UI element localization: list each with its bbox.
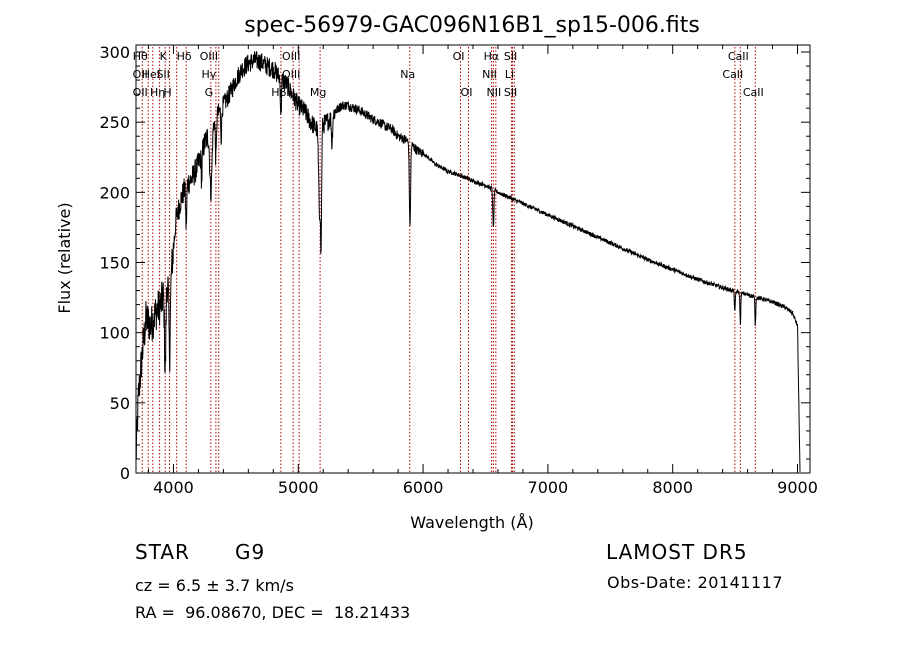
x-tick-label: 8000 [652,478,693,497]
line-marker-label: Na [400,68,415,81]
redshift-velocity: cz = 6.5 ± 3.7 km/s [135,576,294,595]
y-tick-label: 250 [99,113,130,132]
line-marker-label: OIII [200,50,218,63]
line-marker-label: NII [482,68,497,81]
x-tick-label: 4000 [153,478,194,497]
line-marker-label: Hη [150,86,165,99]
line-marker-label: G [205,86,214,99]
y-tick-label: 300 [99,43,130,62]
y-tick-label: 50 [110,394,130,413]
line-marker-label: CaII [722,68,743,81]
line-marker-label: Hδ [177,50,192,63]
x-tick-label: 6000 [403,478,444,497]
spectrum-line [135,51,801,472]
line-marker-label: K [160,50,168,63]
survey-name: LAMOST DR5 [606,540,748,564]
x-tick-label: 5000 [278,478,319,497]
line-marker-label: OIII [282,50,300,63]
y-tick-label: 100 [99,324,130,343]
line-marker-label: OII [133,86,148,99]
line-marker-label: HeI [142,68,160,81]
observation-date: Obs-Date: 20141117 [607,573,784,592]
emission-line-markers [141,47,756,473]
x-tick-label: 7000 [528,478,569,497]
x-tick-label: 9000 [777,478,818,497]
line-marker-label: Mg [310,86,326,99]
line-marker-label: SII [504,86,517,99]
y-axis-label: Flux (relative) [55,202,74,313]
line-marker-label: Li [505,68,514,81]
y-tick-label: 150 [99,254,130,273]
line-marker-label: Hγ [201,68,216,81]
chart-title: spec-56979-GAC096N16B1_sp15-006.fits [244,13,700,38]
plot-frame [135,44,811,474]
line-marker-label: H [163,86,171,99]
object-class: STAR [135,540,190,564]
line-marker-label: SII [156,68,169,81]
line-marker-label: Hβ [271,86,286,99]
y-axis: 0 50 100 150 200 250 300 [99,43,810,483]
line-marker-label: SII [504,50,517,63]
object-subclass: G9 [235,540,266,564]
coordinates: RA = 96.08670, DEC = 18.21433 [135,603,411,622]
line-marker-label: OI [453,50,465,63]
x-axis: 4000 5000 6000 7000 8000 9000 [147,45,818,497]
y-tick-label: 200 [99,183,130,202]
y-tick-label: 0 [120,464,130,483]
line-marker-label: OI [461,86,473,99]
line-marker-label: Hα [484,50,500,63]
line-marker-label: CaII [743,86,764,99]
x-axis-label: Wavelength (Å) [410,513,533,532]
line-marker-label: Hθ [133,50,148,63]
line-marker-label: NII [486,86,501,99]
line-marker-label: CaII [728,50,749,63]
